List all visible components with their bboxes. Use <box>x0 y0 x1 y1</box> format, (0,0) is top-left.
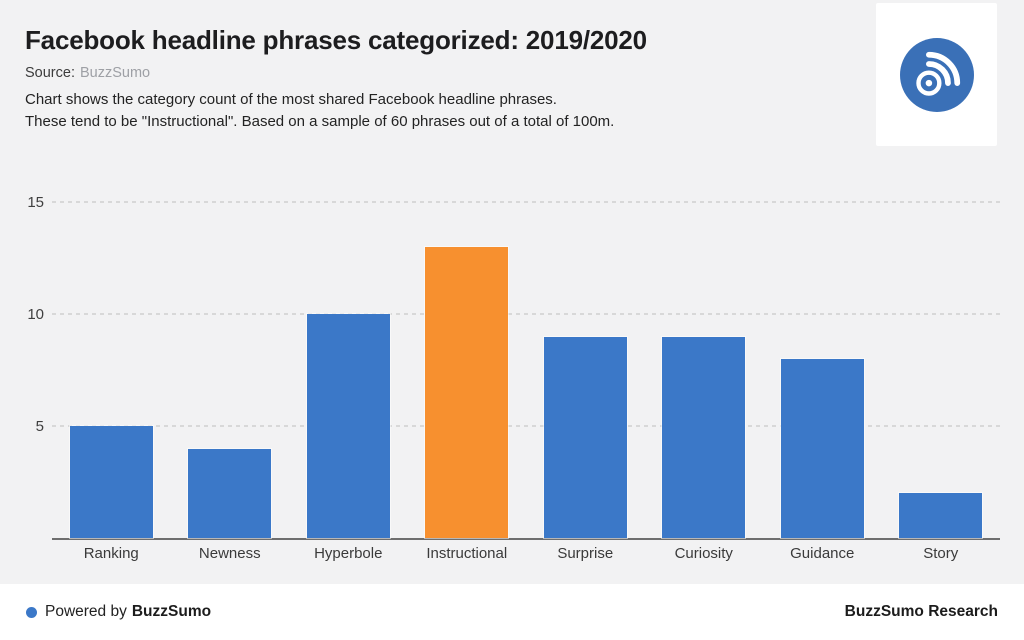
y-axis-tick-10: 10 <box>27 306 44 324</box>
bar-slot <box>882 180 1001 538</box>
x-axis-label-curiosity: Curiosity <box>674 545 733 562</box>
powered-by[interactable]: Powered by BuzzSumo <box>26 603 211 621</box>
x-axis-label-newness: Newness <box>198 545 261 562</box>
x-axis-label-instructional: Instructional <box>426 545 508 562</box>
bar-chart-plot-area: 5 10 15 <box>27 180 1000 540</box>
bar-slot <box>408 180 527 538</box>
source-value: BuzzSumo <box>79 64 151 81</box>
source-label: Source: <box>25 64 75 81</box>
bar-slot <box>52 180 171 538</box>
x-axis-label-surprise: Surprise <box>557 545 614 562</box>
bars-container <box>52 180 1000 538</box>
bar-instructional[interactable] <box>425 247 509 538</box>
bar-slot <box>526 180 645 538</box>
bullet-dot-icon <box>26 606 37 618</box>
source-line: Source: BuzzSumo <box>25 65 874 81</box>
bar-guidance[interactable] <box>780 359 864 538</box>
bar-hyperbole[interactable] <box>306 314 390 538</box>
bar-newness[interactable] <box>188 448 272 538</box>
buzzsumo-rss-icon <box>899 37 974 112</box>
bar-slot <box>645 180 764 538</box>
gridline-10 <box>52 313 1000 316</box>
description-line-1: Chart shows the category count of the mo… <box>25 90 557 108</box>
bar-surprise[interactable] <box>543 336 627 538</box>
bar-slot <box>289 180 408 538</box>
y-axis-tick-15: 15 <box>27 194 44 212</box>
bar-curiosity[interactable] <box>662 336 746 538</box>
research-credit: BuzzSumo Research <box>844 603 998 620</box>
bar-story[interactable] <box>899 493 983 538</box>
x-axis-label-ranking: Ranking <box>83 545 139 562</box>
footer-bar: Powered by BuzzSumo BuzzSumo Research <box>0 584 1024 640</box>
chart-header: Facebook headline phrases categorized: 2… <box>25 0 874 134</box>
gridline-15 <box>52 201 1000 204</box>
chart-description: Chart shows the category count of the mo… <box>25 89 874 134</box>
x-axis-label-story: Story <box>923 545 959 562</box>
x-axis-labels: Ranking Newness Hyperbole Instructional Surp… <box>52 545 1000 562</box>
y-axis-tick-5: 5 <box>35 418 44 436</box>
powered-by-prefix: Powered by <box>45 603 127 620</box>
bar-ranking[interactable] <box>69 426 153 538</box>
description-line-2: These tend to be "Instructional". Based … <box>25 113 615 131</box>
x-axis-label-guidance: Guidance <box>790 545 855 562</box>
page-title: Facebook headline phrases categorized: 2… <box>25 25 647 55</box>
bar-slot <box>171 180 290 538</box>
powered-by-brand: BuzzSumo <box>131 603 212 620</box>
bar-slot <box>763 180 882 538</box>
gridline-5 <box>52 425 1000 428</box>
buzzsumo-logo-card <box>876 3 997 146</box>
x-axis-label-hyperbole: Hyperbole <box>314 545 383 562</box>
